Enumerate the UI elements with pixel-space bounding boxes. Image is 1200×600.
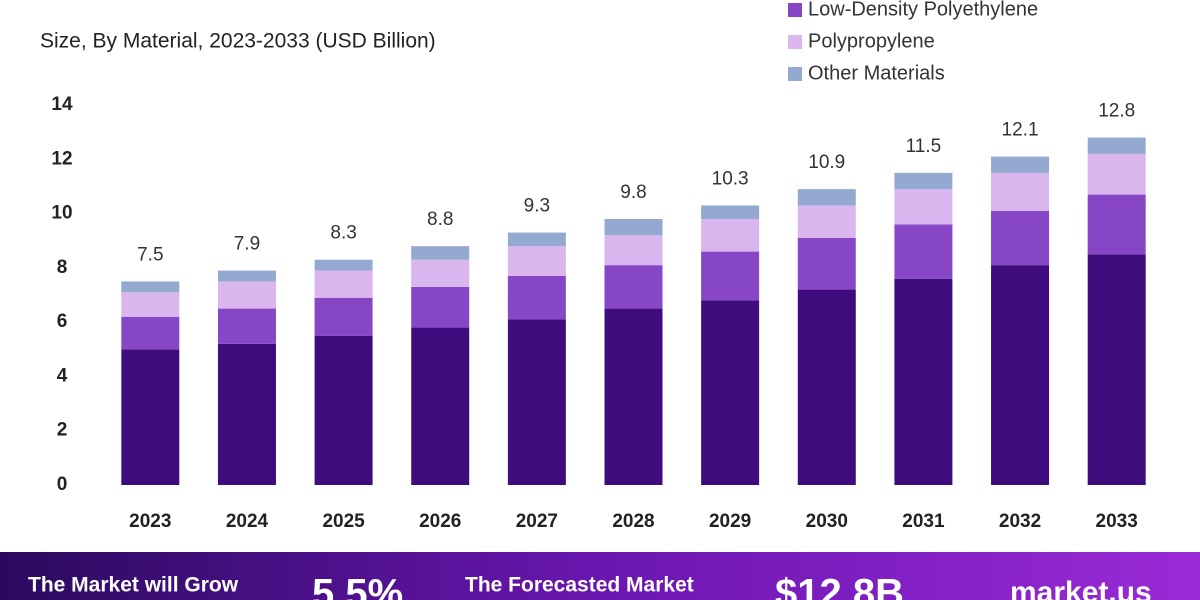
bar-segment bbox=[507, 276, 566, 320]
bar-segment bbox=[604, 308, 663, 485]
bar-segment bbox=[604, 265, 663, 309]
bar-segment bbox=[314, 270, 373, 298]
bar-segment bbox=[411, 286, 470, 328]
x-tick-label: 2032 bbox=[999, 511, 1041, 532]
bar-segment bbox=[991, 210, 1050, 266]
bar-segment bbox=[797, 189, 856, 206]
x-tick-label: 2031 bbox=[902, 511, 945, 532]
legend-swatch bbox=[788, 3, 802, 17]
y-tick-label: 0 bbox=[57, 474, 68, 495]
bar-segment bbox=[1087, 254, 1146, 485]
bar-segment bbox=[507, 246, 566, 276]
x-tick-label: 2025 bbox=[322, 511, 365, 532]
bar-segment bbox=[314, 297, 373, 336]
x-tick-label: 2028 bbox=[612, 511, 654, 532]
bar-segment bbox=[894, 189, 953, 225]
bar-segment bbox=[797, 238, 856, 290]
total-label: 10.3 bbox=[712, 168, 749, 189]
bar-segment bbox=[701, 219, 760, 252]
y-tick-label: 4 bbox=[57, 365, 68, 386]
total-label: 8.8 bbox=[427, 209, 453, 230]
total-label: 12.8 bbox=[1098, 101, 1135, 122]
x-tick-label: 2033 bbox=[1096, 511, 1138, 532]
x-tick-label: 2030 bbox=[806, 511, 848, 532]
bar-segment bbox=[217, 270, 276, 282]
bar-segment bbox=[894, 278, 953, 485]
plot-area: 0 2 4 6 8 10 12 14 Low-Density Polyethylene Polyp… bbox=[51, 0, 1146, 532]
bar-segment bbox=[507, 319, 566, 485]
total-label: 7.9 bbox=[234, 234, 260, 255]
y-tick-label: 8 bbox=[57, 257, 68, 278]
bar-segment bbox=[991, 156, 1050, 173]
chart-subtitle: Size, By Material, 2023-2033 (USD Billio… bbox=[40, 30, 436, 53]
bar-segment bbox=[894, 172, 953, 190]
bar-segment bbox=[701, 251, 760, 301]
footer-forecast-value: $12.8B bbox=[775, 572, 904, 600]
legend-label: Polypropylene bbox=[808, 30, 935, 52]
total-label: 10.9 bbox=[808, 152, 845, 173]
bar-segment bbox=[217, 281, 276, 309]
x-tick-label: 2029 bbox=[709, 511, 751, 532]
total-label: 12.1 bbox=[1002, 120, 1039, 141]
bar-segment bbox=[411, 246, 470, 260]
footer-grow: The Market will Grow bbox=[28, 574, 239, 597]
bar-segment bbox=[411, 327, 470, 485]
bar-segment bbox=[797, 289, 856, 485]
footer-band bbox=[0, 552, 1200, 600]
y-tick-label: 12 bbox=[51, 148, 72, 169]
bar-segment bbox=[991, 172, 1050, 211]
legend-swatch bbox=[788, 35, 802, 49]
bar-segment bbox=[411, 259, 470, 287]
bar-segment bbox=[314, 259, 373, 271]
bar-segment bbox=[507, 232, 566, 247]
bar-segment bbox=[217, 343, 276, 485]
legend-label: Low-Density Polyethylene bbox=[808, 0, 1038, 20]
bar-segment bbox=[604, 235, 663, 266]
bar-segment bbox=[604, 219, 663, 236]
legend-label: Other Materials bbox=[808, 62, 945, 84]
x-tick-label: 2026 bbox=[419, 511, 461, 532]
bar-segment bbox=[121, 316, 180, 350]
bar-segment bbox=[797, 205, 856, 238]
total-label: 7.5 bbox=[137, 244, 163, 265]
bar-segment bbox=[314, 335, 373, 485]
bar-segment bbox=[121, 281, 180, 293]
legend-swatch bbox=[788, 67, 802, 81]
footer-forecast: The Forecasted Market bbox=[465, 574, 694, 597]
bar-segment bbox=[701, 205, 760, 219]
bar-segment bbox=[121, 292, 180, 317]
y-tick-label: 10 bbox=[51, 203, 72, 224]
footer-cagr: 5.5% bbox=[312, 572, 403, 600]
x-tick-label: 2023 bbox=[129, 511, 171, 532]
total-label: 11.5 bbox=[906, 136, 942, 157]
bar-segment bbox=[1087, 194, 1146, 255]
bar-segment bbox=[1087, 153, 1146, 195]
bar-segment bbox=[991, 265, 1050, 485]
y-tick-label: 14 bbox=[51, 94, 73, 115]
x-tick-label: 2027 bbox=[516, 511, 558, 532]
total-label: 9.3 bbox=[524, 196, 550, 217]
y-tick-label: 6 bbox=[57, 311, 68, 332]
bar-segment bbox=[121, 349, 180, 485]
bar-segment bbox=[1087, 137, 1146, 154]
y-tick-label: 2 bbox=[57, 420, 68, 441]
total-label: 9.8 bbox=[620, 182, 646, 203]
bar-segment bbox=[217, 308, 276, 344]
bar-segment bbox=[894, 224, 953, 279]
total-label: 8.3 bbox=[330, 223, 356, 244]
bar-segment bbox=[701, 300, 760, 485]
footer-brand: market.us bbox=[1010, 576, 1152, 600]
x-tick-label: 2024 bbox=[226, 511, 269, 532]
